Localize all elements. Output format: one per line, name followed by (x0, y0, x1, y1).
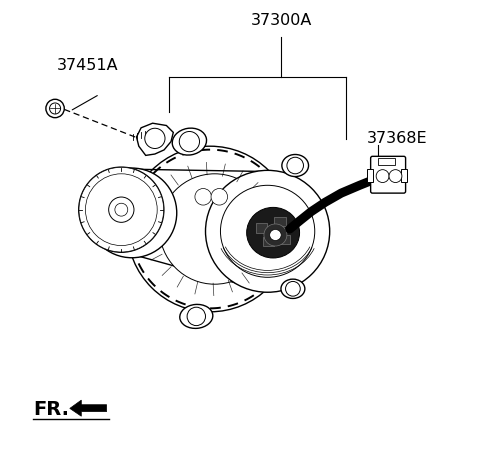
Bar (378, 159, 396, 165)
Circle shape (286, 282, 300, 297)
Bar (279, 235, 290, 245)
Polygon shape (136, 124, 173, 156)
Ellipse shape (127, 147, 293, 312)
Text: 37300A: 37300A (251, 13, 312, 28)
Circle shape (46, 100, 64, 118)
Circle shape (195, 189, 212, 206)
Circle shape (389, 170, 402, 183)
Bar (401, 170, 407, 183)
Ellipse shape (79, 168, 164, 252)
Circle shape (145, 129, 165, 149)
Circle shape (211, 189, 228, 206)
Bar (256, 224, 267, 233)
Text: 37451A: 37451A (57, 58, 118, 73)
Polygon shape (70, 400, 107, 416)
Ellipse shape (90, 179, 153, 241)
Ellipse shape (205, 171, 330, 293)
Circle shape (49, 104, 60, 115)
Ellipse shape (172, 129, 206, 156)
Ellipse shape (220, 186, 315, 278)
Ellipse shape (115, 204, 128, 217)
Ellipse shape (85, 174, 157, 246)
Ellipse shape (282, 155, 309, 177)
Circle shape (187, 308, 205, 326)
Ellipse shape (270, 230, 281, 241)
Ellipse shape (84, 174, 158, 247)
Text: FR.: FR. (33, 399, 69, 418)
Bar (275, 217, 286, 226)
Ellipse shape (108, 197, 134, 223)
Ellipse shape (180, 305, 213, 329)
Ellipse shape (79, 168, 164, 252)
FancyBboxPatch shape (371, 157, 406, 194)
Ellipse shape (281, 280, 305, 299)
Circle shape (376, 170, 389, 183)
Text: 37368E: 37368E (367, 130, 427, 145)
Ellipse shape (82, 171, 161, 250)
Ellipse shape (87, 176, 156, 244)
Ellipse shape (87, 169, 177, 258)
Ellipse shape (247, 208, 300, 258)
Bar (367, 170, 373, 183)
Ellipse shape (264, 224, 287, 246)
Bar (263, 238, 274, 247)
Circle shape (180, 132, 200, 152)
Circle shape (287, 158, 303, 174)
Ellipse shape (159, 174, 270, 285)
